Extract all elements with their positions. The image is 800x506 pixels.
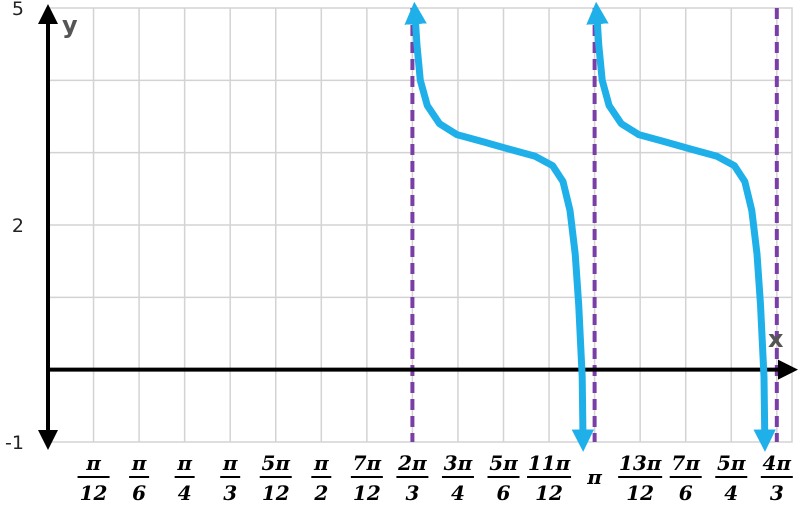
x-tick-label: π 12 xyxy=(77,451,110,505)
x-tick-numerator: 5π xyxy=(717,451,746,475)
x-tick-denominator: 4 xyxy=(724,481,738,505)
x-tick-denominator: 4 xyxy=(178,481,192,505)
x-tick-denominator: 12 xyxy=(262,481,290,505)
x-tick-label: π3 xyxy=(220,451,241,505)
x-axis-label: x xyxy=(768,325,784,353)
x-tick-denominator: 3 xyxy=(223,481,237,505)
x-tick-numerator: 3π xyxy=(444,451,473,475)
x-tick-numerator: 7π xyxy=(353,451,382,475)
x-tick-denominator: 12 xyxy=(353,481,381,505)
x-tick-numerator: 5π xyxy=(261,451,290,475)
x-tick-numerator: 7π xyxy=(671,451,700,475)
x-tick-label: 4π3 xyxy=(760,451,793,505)
x-tick-numerator: π xyxy=(176,451,192,475)
x-tick-label: π4 xyxy=(174,451,195,505)
x-tick-label: 5π6 xyxy=(487,451,520,505)
x-tick-labels: π12π6π4π35π12π27π122π33π45π611π12π13π127… xyxy=(77,451,793,505)
x-tick-numerator: 13π xyxy=(619,451,662,475)
x-tick-label: 5π4 xyxy=(715,451,748,505)
curves xyxy=(404,1,776,452)
x-tick-denominator: 3 xyxy=(770,481,784,505)
x-tick-label: π6 xyxy=(129,451,150,505)
x-tick-denominator: 12 xyxy=(535,481,563,505)
y-tick-labels: 5 2 -1 xyxy=(5,0,24,454)
y-axis-label: y xyxy=(62,11,78,39)
x-tick-denominator: 4 xyxy=(451,481,465,505)
x-tick-label: 3π4 xyxy=(441,451,474,505)
x-tick-label: 7π6 xyxy=(669,451,702,505)
x-tick-numerator: π xyxy=(85,451,101,475)
x-tick-denominator: 6 xyxy=(679,481,693,505)
x-tick-label: π2 xyxy=(311,451,332,505)
x-tick-label: π xyxy=(586,465,602,489)
curve-branch-1 xyxy=(404,1,595,452)
y-tick-label: 2 xyxy=(12,215,24,237)
x-tick-denominator: 2 xyxy=(313,481,328,505)
x-tick-numerator: 2π xyxy=(397,451,427,475)
x-tick-denominator: 6 xyxy=(132,481,146,505)
x-tick-numerator: π xyxy=(313,451,329,475)
x-tick-denominator: 12 xyxy=(626,481,654,505)
x-tick-numerator: π xyxy=(222,451,238,475)
curve-branch-2 xyxy=(586,1,776,452)
y-tick-label: 5 xyxy=(12,0,24,20)
x-tick-denominator: 3 xyxy=(405,481,419,505)
x-tick-denominator: 6 xyxy=(497,481,511,505)
x-tick-numerator: 11π xyxy=(528,451,571,475)
y-tick-label: -1 xyxy=(5,432,24,454)
x-tick-single: π xyxy=(586,465,602,489)
x-tick-numerator: 4π xyxy=(763,451,792,475)
x-tick-denominator: 12 xyxy=(80,481,108,505)
x-tick-numerator: 5π xyxy=(489,451,518,475)
x-tick-label: 2π3 xyxy=(396,451,429,505)
x-tick-numerator: π xyxy=(131,451,147,475)
